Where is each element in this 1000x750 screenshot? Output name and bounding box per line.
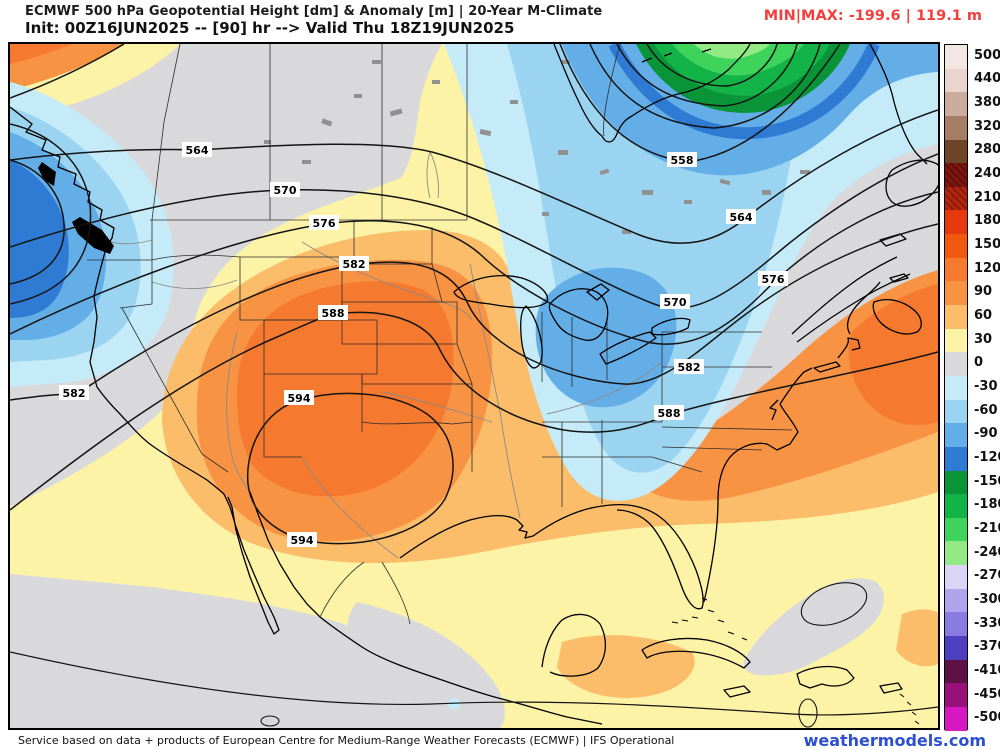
colorbar-cell xyxy=(945,376,967,400)
contour-label: 588 xyxy=(322,307,345,320)
colorbar-tick-label: 280 xyxy=(974,142,1000,157)
colorbar-tick-label: 500 xyxy=(974,48,1000,63)
contour-label: 594 xyxy=(291,534,314,547)
contour-label: 576 xyxy=(762,273,785,286)
colorbar-cell xyxy=(945,45,967,69)
colorbar-cell xyxy=(945,636,967,660)
colorbar-tick-label: 320 xyxy=(974,119,1000,134)
colorbar-tick-label: -410 xyxy=(974,663,1000,678)
anomaly-colorbar xyxy=(944,44,968,730)
colorbar-tick-label: 210 xyxy=(974,190,1000,205)
colorbar-cell xyxy=(945,612,967,636)
colorbar-cell xyxy=(945,494,967,518)
colorbar-tick-label: 120 xyxy=(974,261,1000,276)
colorbar-cell xyxy=(945,69,967,93)
anomaly-fill-layer xyxy=(10,44,938,728)
colorbar-tick-label: 30 xyxy=(974,332,992,347)
colorbar-cell xyxy=(945,140,967,164)
page-title: ECMWF 500 hPa Geopotential Height [dm] &… xyxy=(25,4,602,19)
colorbar-cell xyxy=(945,683,967,707)
colorbar-tick-label: 150 xyxy=(974,237,1000,252)
contour-label: 582 xyxy=(63,387,86,400)
colorbar-tick-label: -270 xyxy=(974,568,1000,583)
colorbar-tick-label: -120 xyxy=(974,450,1000,465)
weathermodels-logo-link[interactable]: weathermodels.com xyxy=(804,731,986,750)
colorbar-cell xyxy=(945,565,967,589)
colorbar-cell xyxy=(945,400,967,424)
colorbar-tick-label: -60 xyxy=(974,403,998,418)
colorbar-cell xyxy=(945,187,967,211)
contour-label: 570 xyxy=(274,184,297,197)
colorbar-tick-label: 90 xyxy=(974,284,992,299)
contour-label: 558 xyxy=(671,154,694,167)
contour-label: 588 xyxy=(658,407,681,420)
colorbar-cell xyxy=(945,447,967,471)
colorbar-cell xyxy=(945,589,967,613)
minmax-readout: MIN|MAX: -199.6 | 119.1 m xyxy=(764,8,982,24)
contour-label: 564 xyxy=(186,144,209,157)
colorbar-tick-label: 0 xyxy=(974,355,983,370)
colorbar-tick-label: -150 xyxy=(974,474,1000,489)
colorbar-tick-label: -500 xyxy=(974,710,1000,725)
colorbar-tick-label: 240 xyxy=(974,166,1000,181)
colorbar-tick-label: 380 xyxy=(974,95,1000,110)
contour-label: 582 xyxy=(678,361,701,374)
contour-label: 576 xyxy=(313,217,336,230)
colorbar-tick-label: -330 xyxy=(974,616,1000,631)
contour-label: 570 xyxy=(664,296,687,309)
init-valid-line: Init: 00Z16JUN2025 -- [90] hr --> Valid … xyxy=(25,19,514,37)
colorbar-cell xyxy=(945,423,967,447)
colorbar-cell xyxy=(945,281,967,305)
weather-map-app: ECMWF 500 hPa Geopotential Height [dm] &… xyxy=(0,0,1000,750)
anomaly-map-svg: 564 570 576 582 588 594 582 594 558 564 576 570 582 5… xyxy=(10,44,938,728)
colorbar-tick-label: 60 xyxy=(974,308,992,323)
contour-label: 594 xyxy=(288,392,311,405)
colorbar-tick-label: -90 xyxy=(974,426,998,441)
colorbar-tick-label: -300 xyxy=(974,592,1000,607)
contour-label: 564 xyxy=(730,211,753,224)
colorbar-tick-label: -450 xyxy=(974,687,1000,702)
colorbar-cell xyxy=(945,471,967,495)
colorbar-cell xyxy=(945,116,967,140)
colorbar-cell xyxy=(945,707,967,731)
colorbar-tick-label: 180 xyxy=(974,213,1000,228)
colorbar-cell xyxy=(945,92,967,116)
colorbar-tick-label: -370 xyxy=(974,639,1000,654)
colorbar-tick-label: 440 xyxy=(974,71,1000,86)
colorbar-cell xyxy=(945,258,967,282)
colorbar-cell xyxy=(945,210,967,234)
contour-label: 582 xyxy=(343,258,366,271)
colorbar-cell xyxy=(945,234,967,258)
colorbar-cell xyxy=(945,352,967,376)
colorbar-tick-label: -30 xyxy=(974,379,998,394)
colorbar-cell xyxy=(945,660,967,684)
colorbar-cell xyxy=(945,541,967,565)
colorbar-cell xyxy=(945,163,967,187)
colorbar-tick-label: -240 xyxy=(974,545,1000,560)
colorbar-tick-label: -180 xyxy=(974,497,1000,512)
colorbar-cell xyxy=(945,329,967,353)
map-canvas: 564 570 576 582 588 594 582 594 558 564 576 570 582 5… xyxy=(8,42,940,730)
colorbar-cell xyxy=(945,305,967,329)
colorbar-tick-label: -210 xyxy=(974,521,1000,536)
colorbar-cell xyxy=(945,518,967,542)
attribution-text: Service based on data + products of Euro… xyxy=(18,734,674,747)
